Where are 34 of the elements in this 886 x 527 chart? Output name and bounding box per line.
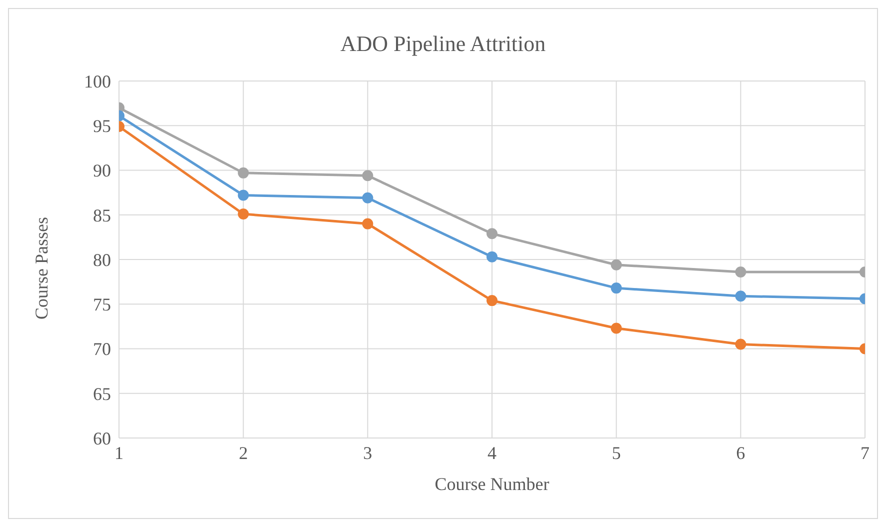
- x-tick-label: 2: [238, 442, 248, 463]
- y-tick-label: 65: [93, 384, 111, 404]
- y-tick-label: 70: [93, 339, 111, 360]
- point: [486, 295, 498, 306]
- point: [238, 208, 249, 220]
- point: [238, 167, 249, 178]
- point: [362, 170, 374, 182]
- point: [610, 322, 622, 334]
- point: [610, 259, 622, 270]
- x-tick-label: 4: [488, 442, 496, 463]
- y-tick-label: 80: [93, 250, 111, 270]
- chart-title: ADO Pipeline Attrition: [339, 31, 547, 57]
- point: [486, 228, 498, 240]
- y-tick-label: 90: [93, 160, 111, 181]
- point: [735, 338, 746, 350]
- point: [610, 282, 622, 294]
- point: [362, 192, 374, 204]
- point: [238, 190, 249, 201]
- x-tick-label: 5: [612, 442, 621, 463]
- x-tick-label: 7: [860, 442, 870, 463]
- x-axis-title: Course Number: [434, 474, 550, 494]
- y-axis-title: Course Passes: [31, 217, 52, 320]
- y-tick-label: 85: [93, 205, 111, 226]
- y-tick-label: 95: [93, 116, 111, 136]
- y-tick-label: 100: [84, 71, 111, 92]
- x-tick-label: 6: [736, 442, 746, 463]
- y-tick-label: 60: [93, 428, 111, 448]
- point: [486, 251, 498, 262]
- x-tick-label: 3: [363, 442, 372, 463]
- y-tick-label: 75: [93, 294, 111, 315]
- point: [362, 218, 374, 230]
- point: [735, 266, 746, 278]
- x-tick-label: 1: [114, 442, 124, 463]
- point: [735, 290, 746, 302]
